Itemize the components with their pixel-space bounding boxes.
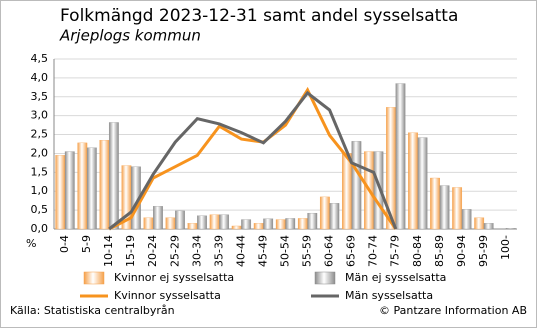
bar — [219, 214, 229, 230]
line — [108, 90, 398, 231]
y-tick-label: 3,0 — [31, 109, 49, 122]
bar — [307, 212, 318, 230]
y-tick-label: 0,0 — [31, 222, 49, 235]
bar — [209, 214, 220, 230]
bar — [175, 210, 185, 230]
legend-swatch — [314, 271, 336, 285]
y-tick-label: 0,5 — [31, 203, 49, 216]
bar — [373, 151, 384, 230]
bar — [285, 218, 296, 230]
bar — [319, 196, 330, 230]
bar — [77, 142, 88, 230]
bar — [197, 215, 207, 230]
x-tick-label: 100- — [499, 235, 512, 260]
bar — [253, 223, 264, 230]
bar — [351, 141, 362, 230]
y-axis-label: % — [26, 237, 36, 250]
x-tick-label: 90-94 — [455, 235, 468, 267]
source: Källa: Statistiska centralbyrån — [10, 304, 175, 317]
bar — [329, 203, 340, 230]
y-tick-label: 1,5 — [31, 165, 49, 178]
legend-label: Män sysselsatta — [345, 289, 433, 302]
bar — [505, 228, 516, 230]
legend-label: Kvinnor sysselsatta — [114, 289, 221, 302]
bar — [439, 185, 450, 230]
bar — [461, 209, 472, 230]
bar — [297, 218, 308, 230]
x-tick-label: 45-49 — [256, 235, 269, 267]
bar — [417, 137, 428, 230]
bar — [408, 132, 418, 230]
x-tick-label: 75-79 — [389, 235, 402, 267]
legend-label: Kvinnor ej sysselsatta — [114, 271, 234, 284]
bar — [64, 151, 75, 230]
bar — [395, 83, 406, 230]
x-tick-label: 20-24 — [146, 235, 159, 267]
bar — [263, 218, 274, 230]
line — [108, 86, 397, 231]
x-tick-label: 80-84 — [411, 235, 424, 267]
y-tick-label: 2,0 — [31, 146, 49, 159]
x-tick-label: 60-64 — [323, 235, 336, 267]
legend-label: Män ej sysselsatta — [345, 271, 446, 284]
x-tick-label: 10-14 — [102, 235, 115, 267]
x-tick-label: 35-39 — [212, 235, 225, 267]
bar — [241, 219, 252, 230]
legend-swatch — [83, 271, 105, 285]
bar — [342, 153, 352, 230]
bar — [143, 217, 154, 230]
bar — [483, 223, 494, 230]
bar — [275, 219, 286, 230]
y-tick-label: 4,5 — [31, 52, 49, 65]
y-tick-label: 3,5 — [31, 90, 49, 103]
bar — [231, 225, 242, 230]
bar — [165, 217, 176, 230]
chart-subtitle: Arjeplogs kommun — [59, 27, 201, 45]
bar — [55, 155, 66, 230]
bar — [474, 217, 485, 230]
bar — [86, 147, 97, 230]
x-tick-label: 15-19 — [124, 235, 137, 267]
bar — [108, 122, 119, 230]
y-tick-label: 4,0 — [31, 71, 49, 84]
x-tick-label: 70-74 — [367, 235, 380, 267]
x-tick-label: 55-59 — [301, 235, 314, 267]
x-tick-label: 95-99 — [477, 235, 490, 267]
bar — [153, 206, 163, 230]
bar — [452, 187, 463, 230]
bar — [187, 223, 198, 230]
x-tick-label: 25-29 — [168, 235, 181, 267]
x-tick-label: 50-54 — [279, 235, 292, 267]
bar — [430, 177, 440, 230]
y-tick-label: 1,0 — [31, 184, 49, 197]
x-tick-label: 65-69 — [345, 235, 358, 267]
x-tick-label: 5-9 — [80, 235, 93, 253]
x-tick-label: 85-89 — [433, 235, 446, 267]
x-tick-label: 40-44 — [234, 235, 247, 267]
y-tick-label: 2,5 — [31, 128, 49, 141]
x-tick-label: 30-34 — [190, 235, 203, 267]
chart-title: Folkmängd 2023-12-31 samt andel sysselsa… — [60, 6, 458, 26]
copyright: © Pantzare Information AB — [379, 304, 527, 317]
x-tick-label: 0-4 — [58, 235, 71, 253]
bar — [99, 140, 110, 230]
